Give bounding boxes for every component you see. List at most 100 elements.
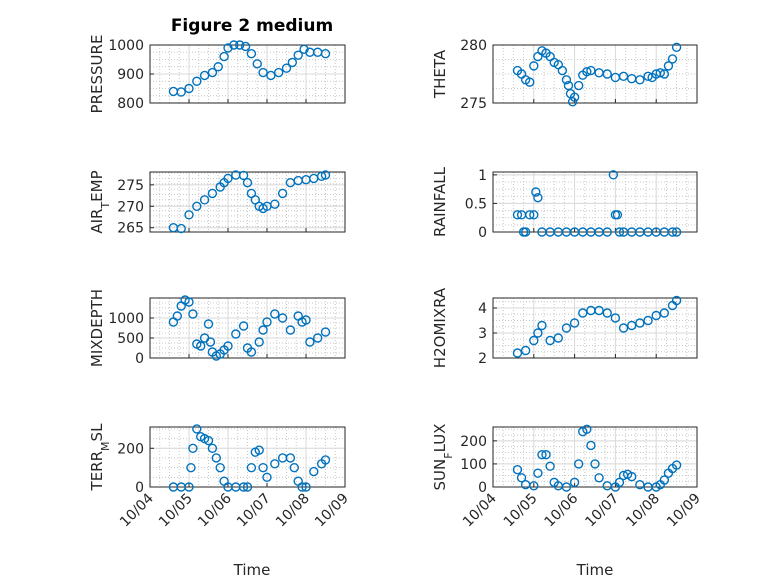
y-tick-label: 0 [478, 225, 487, 241]
data-point [199, 70, 210, 81]
data-point [663, 61, 674, 71]
y-axis-label: MIXDEPTH [88, 289, 106, 367]
data-point [207, 188, 218, 199]
data-point [258, 325, 268, 335]
data-point [651, 310, 661, 321]
data-point [299, 44, 309, 55]
data-point [293, 476, 303, 486]
data-point [195, 341, 206, 351]
y-tick-label: 1 [478, 168, 487, 184]
data-point [561, 323, 572, 333]
data-point [635, 318, 645, 328]
axes-frame [149, 297, 346, 359]
x-tick-label: 10/04 [117, 490, 157, 530]
data-point [635, 479, 645, 490]
data-point [229, 40, 239, 50]
data-point [614, 227, 625, 237]
data-point [223, 341, 233, 351]
data-point [254, 337, 264, 347]
data-point [525, 210, 535, 220]
data-point [184, 210, 194, 220]
data-point [277, 313, 288, 323]
data-point [223, 173, 233, 184]
data-point [223, 43, 233, 53]
data-point [258, 462, 268, 473]
data-point [270, 309, 280, 319]
data-point [305, 337, 315, 347]
data-point [262, 472, 272, 483]
data-point [188, 309, 198, 319]
data-point [246, 49, 257, 59]
data-point [627, 320, 637, 331]
y-axis-label: RAINFALL [431, 166, 449, 237]
data-point [671, 295, 682, 306]
data-point [285, 325, 296, 335]
data-point [671, 460, 682, 470]
data-point [569, 477, 580, 488]
y-tick-label: 0 [478, 480, 487, 496]
data-point [520, 227, 531, 237]
axes-frame [492, 44, 698, 104]
data-point [586, 440, 596, 451]
subplot-theta: 275 280 THETA [431, 38, 698, 112]
data-point [608, 170, 619, 180]
y-tick-label: 265 [117, 221, 144, 237]
data-point [270, 459, 280, 469]
data-point [301, 315, 311, 325]
y-tick-label: 800 [117, 96, 144, 112]
data-point [610, 313, 621, 323]
data-point [529, 481, 539, 491]
data-point [627, 471, 637, 482]
x-tick-label: 10/08 [623, 491, 663, 531]
data-point [211, 453, 222, 463]
x-tick-label: 10/09 [312, 491, 352, 531]
subplot-air-temp: 265 270 275 AIRTEMP [88, 170, 346, 237]
data-point [541, 449, 551, 460]
data-point [289, 462, 299, 473]
data-point [313, 333, 323, 343]
data-point [184, 482, 194, 492]
data-point [602, 227, 612, 237]
data-point [203, 435, 214, 446]
data-point [184, 83, 194, 94]
x-tick-label: 10/08 [273, 491, 313, 531]
data-point [285, 178, 296, 188]
data-point [578, 308, 588, 318]
y-tick-label: 0 [135, 351, 144, 367]
data-point [262, 317, 272, 327]
data-point [242, 482, 253, 492]
data-point [531, 187, 541, 197]
x-tick-label: 10/07 [582, 491, 622, 531]
data-point [569, 318, 580, 328]
data-point [320, 455, 331, 465]
data-point [582, 66, 592, 77]
data-point [618, 323, 629, 333]
x-tick-label: 10/06 [542, 490, 582, 530]
data-point [533, 468, 543, 478]
data-point [186, 462, 196, 473]
y-tick-label: 500 [117, 331, 144, 347]
data-point [614, 477, 625, 488]
data-point [557, 65, 568, 76]
data-point [297, 482, 307, 492]
data-point [586, 65, 596, 76]
data-point [320, 49, 331, 59]
data-point [573, 80, 584, 91]
data-point [287, 57, 298, 68]
data-point [655, 68, 665, 78]
data-point [316, 171, 327, 181]
x-tick-label: 10/05 [156, 491, 196, 531]
data-point [213, 62, 223, 72]
data-point [176, 223, 186, 234]
data-point [309, 173, 319, 184]
x-tick-label: 10/04 [460, 490, 500, 530]
axes-frame [492, 297, 698, 359]
data-point [242, 178, 253, 188]
data-point [594, 68, 604, 78]
y-tick-label: 275 [117, 178, 144, 194]
data-point [512, 348, 523, 358]
x-tick-label: 10/09 [664, 491, 704, 531]
data-point [602, 69, 612, 79]
y-axis-label: SUNFLUX [431, 424, 455, 491]
